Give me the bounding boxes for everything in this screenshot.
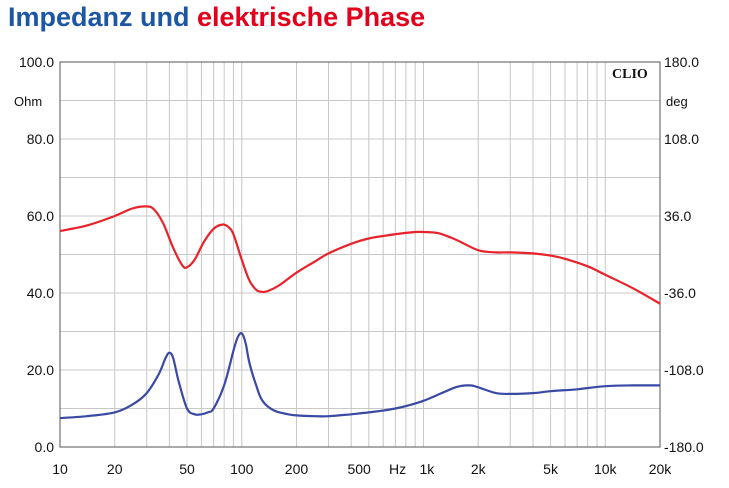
right-tick-label: -180.0 bbox=[664, 439, 704, 455]
right-tick-label: 180.0 bbox=[664, 54, 699, 70]
right-tick-label: -108.0 bbox=[664, 362, 704, 378]
brand-label: CLIO bbox=[612, 67, 648, 82]
x-tick-label: 5k bbox=[543, 461, 559, 477]
x-tick-label: 2k bbox=[471, 461, 487, 477]
x-tick-label: 100 bbox=[230, 461, 254, 477]
left-tick-label: 40.0 bbox=[27, 285, 54, 301]
x-tick-label: 10 bbox=[52, 461, 68, 477]
right-axis-unit: deg bbox=[666, 94, 688, 109]
plot-frame bbox=[59, 61, 661, 448]
chart-title: Impedanz und elektrische Phase bbox=[8, 2, 425, 33]
grid-lines bbox=[60, 62, 660, 447]
left-tick-label: 80.0 bbox=[27, 131, 54, 147]
series-group bbox=[59, 205, 661, 420]
x-tick-label: 50 bbox=[179, 461, 195, 477]
x-axis: 10 20 50 100 200 500 1k 2k 5k 10k 20k bbox=[52, 461, 672, 477]
right-tick-label: -36.0 bbox=[664, 285, 696, 301]
x-tick-label: 200 bbox=[285, 461, 309, 477]
left-tick-label: 60.0 bbox=[27, 208, 54, 224]
impedance-series-line bbox=[59, 332, 661, 420]
left-axis: 0.0 20.0 40.0 60.0 80.0 100.0 bbox=[19, 54, 54, 455]
x-tick-label: 1k bbox=[420, 461, 436, 477]
right-tick-label: 36.0 bbox=[664, 208, 691, 224]
right-tick-label: 108.0 bbox=[664, 131, 699, 147]
phase-series-line bbox=[59, 205, 661, 305]
title-impedance: Impedanz und bbox=[8, 2, 190, 32]
x-tick-label: 20k bbox=[649, 461, 673, 477]
left-tick-label: 20.0 bbox=[27, 362, 54, 378]
left-tick-label: 100.0 bbox=[19, 54, 54, 70]
right-axis: -180.0 -108.0 -36.0 36.0 108.0 180.0 bbox=[664, 54, 704, 455]
x-tick-label: 10k bbox=[594, 461, 618, 477]
x-axis-unit: Hz bbox=[389, 461, 406, 477]
x-tick-label: 500 bbox=[347, 461, 371, 477]
brand-box bbox=[610, 64, 658, 82]
left-axis-unit: Ohm bbox=[14, 94, 42, 109]
x-tick-label: 20 bbox=[107, 461, 123, 477]
left-tick-label: 0.0 bbox=[35, 439, 55, 455]
title-phase: elektrische Phase bbox=[197, 2, 426, 32]
